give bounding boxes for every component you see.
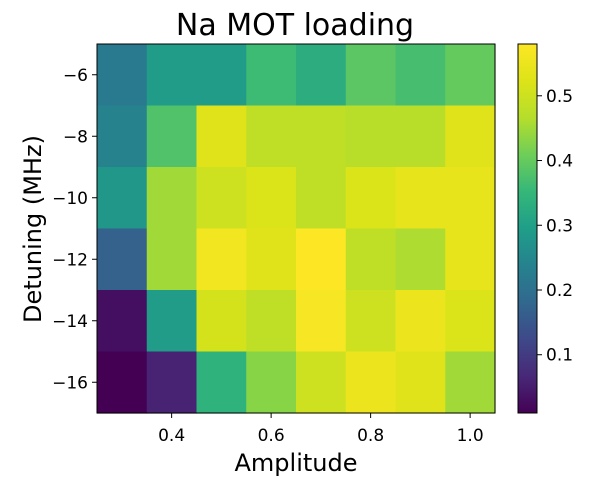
- y-tick-label: −10: [52, 189, 88, 209]
- heatmap-cell: [395, 351, 446, 414]
- heatmap-cell: [196, 290, 247, 353]
- heatmap-cell: [97, 167, 148, 230]
- heatmap-cell: [196, 44, 247, 107]
- x-tick-label: 0.6: [258, 426, 285, 446]
- heatmap-cell: [146, 44, 198, 107]
- y-axis-ticks: −6 −8 −10 −12 −14 −16: [52, 66, 97, 393]
- heatmap-cell: [246, 167, 297, 230]
- heatmap-cell: [196, 105, 247, 168]
- heatmap-cell: [296, 44, 347, 107]
- heatmap-cell: [395, 167, 446, 230]
- heatmap-cell: [97, 351, 148, 414]
- y-tick-label: −14: [52, 312, 88, 332]
- heatmap-cell: [246, 44, 297, 107]
- heatmap-cell: [445, 167, 496, 230]
- heatmap-cell: [97, 105, 148, 168]
- heatmap-cell: [345, 167, 397, 230]
- heatmap-cell: [196, 351, 247, 414]
- heatmap-cell: [296, 105, 347, 168]
- colorbar-tick-label: 0.1: [546, 346, 573, 366]
- heatmap-cell: [146, 228, 198, 291]
- heatmap-cell: [445, 105, 496, 168]
- heatmap-cell: [146, 105, 198, 168]
- heatmap-cell: [97, 44, 148, 107]
- colorbar: [517, 43, 538, 414]
- heatmap-cell: [395, 105, 446, 168]
- colorbar-tick-label: 0.4: [546, 152, 573, 172]
- heatmap-cell: [395, 290, 446, 353]
- colorbar-tick-label: 0.2: [546, 281, 573, 301]
- heatmap-cell: [146, 167, 198, 230]
- heatmap-cell: [345, 44, 397, 107]
- x-axis-label: Amplitude: [235, 449, 358, 477]
- y-tick-label: −6: [63, 66, 88, 86]
- heatmap-cell: [146, 290, 198, 353]
- colorbar-ticks: 0.1 0.2 0.3 0.4 0.5: [537, 87, 573, 366]
- colorbar-tick-label: 0.3: [546, 216, 573, 236]
- x-tick-label: 1.0: [457, 426, 484, 446]
- heatmap-cell: [97, 228, 148, 291]
- chart-title: Na MOT loading: [176, 8, 414, 43]
- heatmap-cell: [345, 351, 397, 414]
- heatmap-cell: [345, 290, 397, 353]
- heatmap-cell: [246, 351, 297, 414]
- plot-frame: [96, 43, 496, 414]
- heatmap-cell: [196, 228, 247, 291]
- heatmap-cell: [345, 105, 397, 168]
- y-tick-label: −8: [63, 127, 88, 147]
- x-tick-label: 0.4: [158, 426, 185, 446]
- heatmap-cells: [97, 44, 496, 414]
- heatmap-cell: [395, 44, 446, 107]
- x-axis-ticks: 0.4 0.6 0.8 1.0: [158, 413, 484, 446]
- heatmap-cell: [246, 228, 297, 291]
- heatmap-cell: [246, 105, 297, 168]
- heatmap-cell: [445, 290, 496, 353]
- heatmap-cell: [246, 290, 297, 353]
- y-tick-label: −12: [52, 250, 88, 270]
- heatmap-cell: [345, 228, 397, 291]
- heatmap-cell: [296, 228, 347, 291]
- heatmap-cell: [395, 228, 446, 291]
- heatmap-cell: [445, 44, 496, 107]
- x-tick-label: 0.8: [357, 426, 384, 446]
- y-axis-label: Detuning (MHz): [19, 135, 47, 323]
- heatmap-cell: [296, 167, 347, 230]
- colorbar-tick-label: 0.5: [546, 87, 573, 107]
- heatmap-cell: [296, 351, 347, 414]
- heatmap-cell: [296, 290, 347, 353]
- y-tick-label: −16: [52, 373, 88, 393]
- heatmap-cell: [97, 290, 148, 353]
- heatmap-cell: [146, 351, 198, 414]
- heatmap-cell: [445, 228, 496, 291]
- heatmap-cell: [445, 351, 496, 414]
- heatmap-cell: [196, 167, 247, 230]
